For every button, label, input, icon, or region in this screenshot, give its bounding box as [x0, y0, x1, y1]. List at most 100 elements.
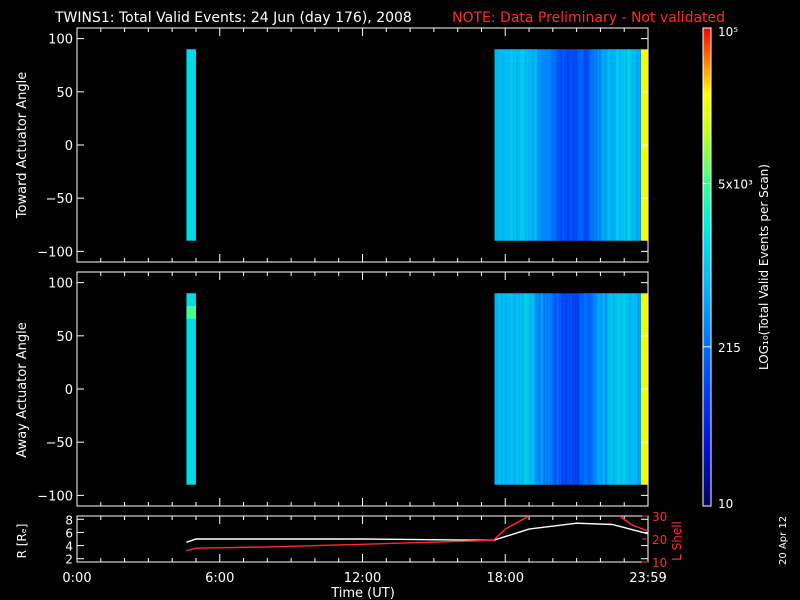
y-right-tick-label: 30: [652, 510, 667, 524]
y-tick-label: 100: [48, 33, 73, 48]
heatmap-column: [590, 49, 592, 241]
heatmap-column: [621, 49, 623, 241]
heatmap-column: [498, 293, 500, 485]
heatmap-column: [521, 293, 523, 485]
y-tick-label: 50: [56, 330, 73, 345]
heatmap-column: [582, 293, 584, 485]
heatmap-column: [519, 293, 521, 485]
heatmap-column: [555, 293, 557, 485]
series-line: [186, 516, 530, 552]
heatmap-column: [583, 49, 585, 241]
heatmap-column: [510, 293, 512, 485]
heatmap-column: [506, 293, 508, 485]
heatmap-column: [503, 49, 505, 241]
x-axis-label: Time (UT): [330, 586, 395, 600]
heatmap-column: [571, 49, 573, 241]
heatmap-column: [500, 293, 502, 485]
heatmap-column: [509, 293, 511, 485]
heatmap-column: [639, 49, 641, 241]
heatmap-column: [566, 293, 568, 485]
heatmap-column: [495, 49, 497, 241]
heatmap-column: [560, 293, 562, 485]
heatmap-column: [595, 49, 597, 241]
heatmap-column: [634, 293, 636, 485]
heatmap-column: [600, 49, 602, 241]
heatmap-column: [549, 49, 551, 241]
heatmap-column: [524, 49, 526, 241]
y-tick-label: −100: [37, 489, 73, 504]
heatmap-column: [632, 49, 634, 241]
heatmap-column: [630, 293, 632, 485]
heatmap-column: [547, 293, 549, 485]
heatmap-column: [624, 293, 626, 485]
heatmap-column: [615, 49, 617, 241]
heatmap-column: [579, 293, 581, 485]
heatmap-column: [626, 49, 628, 241]
heatmap-column: [620, 49, 622, 241]
heatmap-column: [496, 49, 498, 241]
heatmap-column: [629, 49, 631, 241]
toward-heatmap-panel: 100 50 0 −50 −100: [37, 27, 649, 263]
heatmap-column: [517, 49, 519, 241]
heatmap-column: [569, 293, 571, 485]
y-tick-label: 0: [65, 383, 73, 398]
heatmap-column: [595, 293, 597, 485]
heatmap-column: [573, 293, 575, 485]
heatmap-column: [516, 49, 518, 241]
colorbar-tick-label: 5x10³: [718, 177, 753, 191]
heatmap-column: [504, 49, 506, 241]
heatmap-column: [605, 293, 607, 485]
heatmap-column: [550, 293, 552, 485]
heatmap-column: [573, 49, 575, 241]
heatmap-column: [622, 293, 624, 485]
heatmap-column: [500, 49, 502, 241]
heatmap-column: [546, 293, 548, 485]
heatmap-column: [509, 49, 511, 241]
heatmap-column: [494, 293, 496, 485]
heatmap-column: [537, 293, 539, 485]
heatmap-column: [548, 49, 550, 241]
heatmap-column: [596, 49, 598, 241]
heatmap-column: [617, 49, 619, 241]
heatmap-column: [604, 293, 606, 485]
heatmap-column: [631, 293, 633, 485]
heatmap-column: [501, 49, 503, 241]
heatmap-column: [634, 49, 636, 241]
heatmap-column: [543, 49, 545, 241]
heatmap-column: [515, 49, 517, 241]
heatmap-column: [562, 49, 564, 241]
y-tick-label: 4: [65, 540, 73, 554]
heatmap-column: [581, 49, 583, 241]
heatmap-column: [533, 49, 535, 241]
heatmap-column: [616, 49, 618, 241]
heatmap-column: [510, 49, 512, 241]
heatmap-column: [506, 49, 508, 241]
heatmap-column: [557, 293, 559, 485]
heatmap-column: [575, 293, 577, 485]
heatmap-column: [527, 49, 529, 241]
heatmap-column: [596, 293, 598, 485]
heatmap-column: [518, 293, 520, 485]
heatmap-column: [495, 293, 497, 485]
y-tick-label: −50: [46, 436, 73, 451]
heatmap-column: [581, 293, 583, 485]
heatmap-column: [612, 293, 614, 485]
heatmap-column: [615, 293, 617, 485]
away-heatmap-panel: 100 50 0 −50 −100: [37, 271, 649, 507]
heatmap-column: [622, 49, 624, 241]
heatmap-column: [526, 293, 528, 485]
heatmap-column: [563, 49, 565, 241]
heatmap-column: [599, 293, 601, 485]
heatmap-column: [560, 49, 562, 241]
heatmap-column: [584, 49, 586, 241]
heatmap-column: [575, 49, 577, 241]
heatmap-column: [605, 49, 607, 241]
heatmap-column: [594, 49, 596, 241]
heatmap-column: [559, 293, 561, 485]
heatmap-column: [508, 49, 510, 241]
heatmap-band: [186, 49, 196, 241]
heatmap-column: [547, 49, 549, 241]
heatmap-column: [619, 49, 621, 241]
heatmap-column: [520, 49, 522, 241]
